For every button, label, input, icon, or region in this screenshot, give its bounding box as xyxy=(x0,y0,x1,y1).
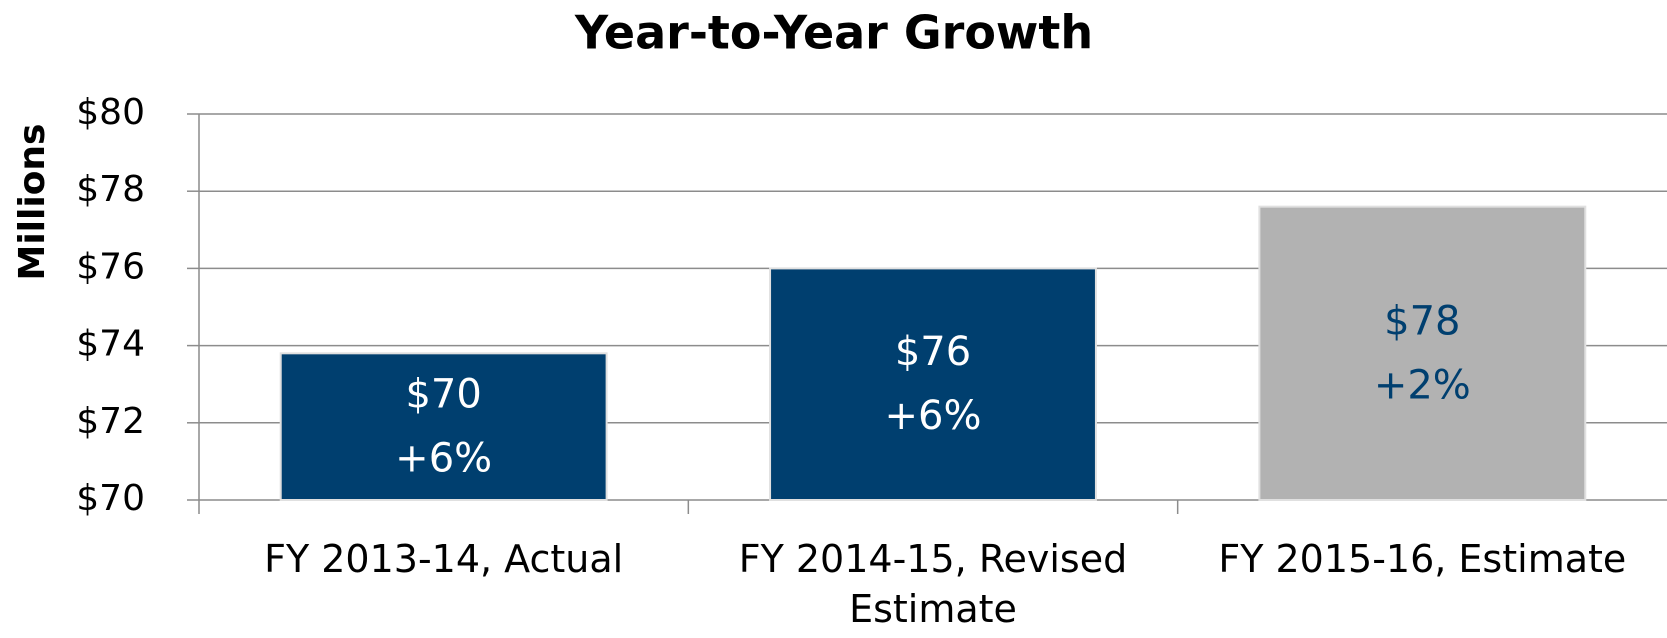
bar xyxy=(279,352,608,501)
bar xyxy=(769,267,1097,501)
x-tick-label: FY 2015-16, Estimate xyxy=(1218,537,1627,581)
bar-growth-label: +6% xyxy=(885,393,982,439)
bar-growth-label: +2% xyxy=(1374,362,1471,408)
y-tick-label: $70 xyxy=(76,478,145,519)
bar-amount-label: $78 xyxy=(1384,298,1460,344)
bar xyxy=(1258,205,1587,501)
y-tick-label: $80 xyxy=(76,92,145,133)
y-axis-label: Millions xyxy=(12,124,53,281)
y-tick-label: $78 xyxy=(76,169,145,210)
y-tick-label: $72 xyxy=(76,401,145,442)
y-tick-label: $76 xyxy=(76,246,145,287)
chart-title: Year-to-Year Growth xyxy=(574,6,1093,60)
y-tick-label: $74 xyxy=(76,324,145,365)
bar-amount-label: $76 xyxy=(895,329,971,375)
x-tick-label: FY 2013-14, Actual xyxy=(264,537,624,581)
x-tick-label: FY 2014-15, Revised Estimate xyxy=(738,537,1128,631)
bar-amount-label: $70 xyxy=(405,372,481,418)
bar-growth-label: +6% xyxy=(395,436,492,482)
